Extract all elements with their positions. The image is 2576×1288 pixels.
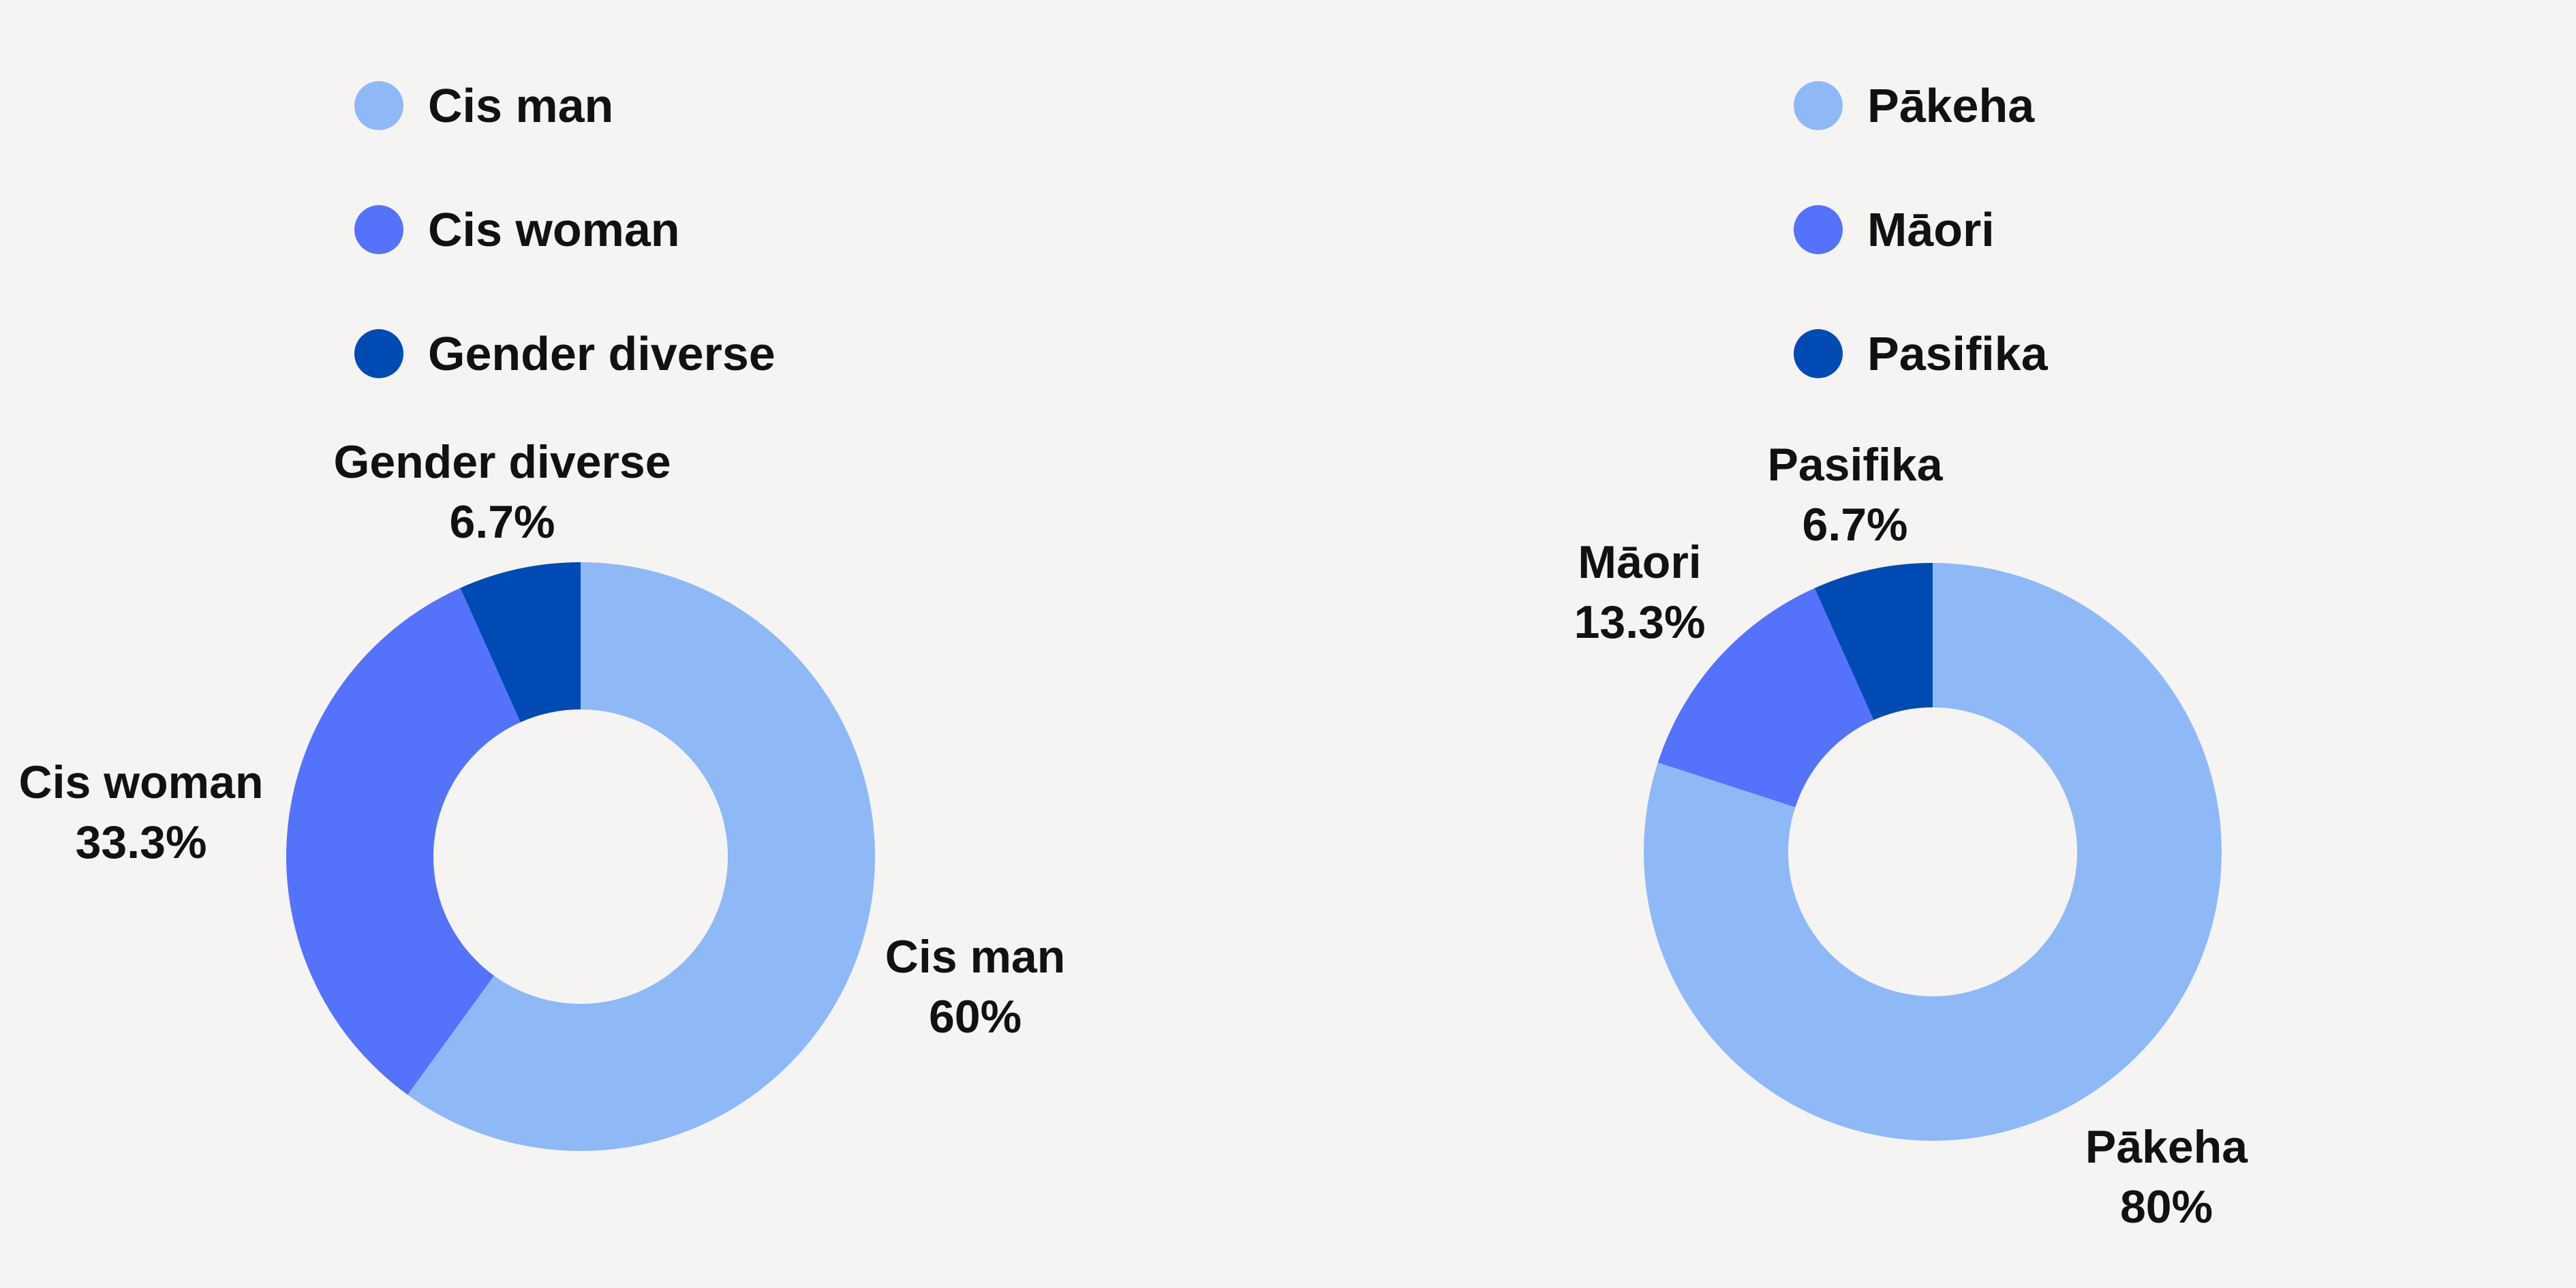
slice-label-cis-man-name: Cis man [885, 931, 1066, 983]
slice-cis-man [408, 562, 875, 1151]
slice-cis-woman [286, 587, 521, 1095]
slice-label-gender-diverse-value: 6.7% [449, 496, 555, 548]
legend-label-cis-woman: Cis woman [428, 203, 680, 256]
slice-label-maori-value: 13.3% [1574, 596, 1706, 648]
slice-maori [1657, 588, 1874, 808]
legend-label-cis-man: Cis man [428, 79, 614, 132]
legend-swatch-pakeha [1794, 81, 1843, 130]
slice-pakeha [1644, 563, 2222, 1141]
legend-swatch-maori [1794, 205, 1843, 254]
slice-label-pasifika-name: Pasifika [1767, 439, 1943, 491]
slice-label-cis-woman-name: Cis woman [18, 756, 264, 808]
legend-ethnicity: Pākeha Māori Pasifika [1794, 65, 2048, 437]
slice-label-pasifika: Pasifika 6.7% [1767, 435, 1942, 555]
legend-item-pasifika: Pasifika [1794, 313, 2048, 395]
slice-label-gender-diverse-name: Gender diverse [333, 436, 671, 488]
slice-label-cis-man-value: 60% [928, 991, 1022, 1043]
slice-label-maori-name: Māori [1578, 536, 1702, 588]
legend-item-gender-diverse: Gender diverse [354, 313, 776, 395]
legend-swatch-cis-woman [354, 205, 403, 254]
donut-chart-ethnicity [1644, 563, 2222, 1141]
legend-label-pasifika: Pasifika [1867, 327, 2048, 380]
slice-gender-diverse [460, 562, 581, 722]
slice-label-pakeha-value: 80% [2119, 1181, 2213, 1233]
legend-item-cis-man: Cis man [354, 65, 776, 147]
slice-label-pakeha: Pākeha 80% [2085, 1117, 2248, 1237]
slice-label-pasifika-value: 6.7% [1802, 499, 1908, 551]
legend-label-pakeha: Pākeha [1867, 79, 2035, 132]
slice-label-pakeha-name: Pākeha [2085, 1121, 2248, 1173]
legend-swatch-pasifika [1794, 329, 1843, 378]
slice-label-cis-woman: Cis woman 33.3% [19, 752, 264, 872]
legend-item-maori: Māori [1794, 189, 2048, 271]
slice-pasifika [1814, 563, 1933, 720]
legend-swatch-gender-diverse [354, 329, 403, 378]
legend-item-cis-woman: Cis woman [354, 189, 776, 271]
legend-label-maori: Māori [1867, 203, 1995, 256]
slice-label-maori: Māori 13.3% [1574, 532, 1706, 652]
slice-label-cis-woman-value: 33.3% [75, 816, 207, 868]
slice-label-gender-diverse: Gender diverse 6.7% [333, 432, 671, 552]
slice-label-cis-man: Cis man 60% [885, 927, 1066, 1047]
donut-chart-gender [286, 562, 875, 1151]
legend-item-pakeha: Pākeha [1794, 65, 2048, 147]
legend-label-gender-diverse: Gender diverse [428, 327, 776, 380]
legend-gender: Cis man Cis woman Gender diverse [354, 65, 776, 437]
legend-swatch-cis-man [354, 81, 403, 130]
